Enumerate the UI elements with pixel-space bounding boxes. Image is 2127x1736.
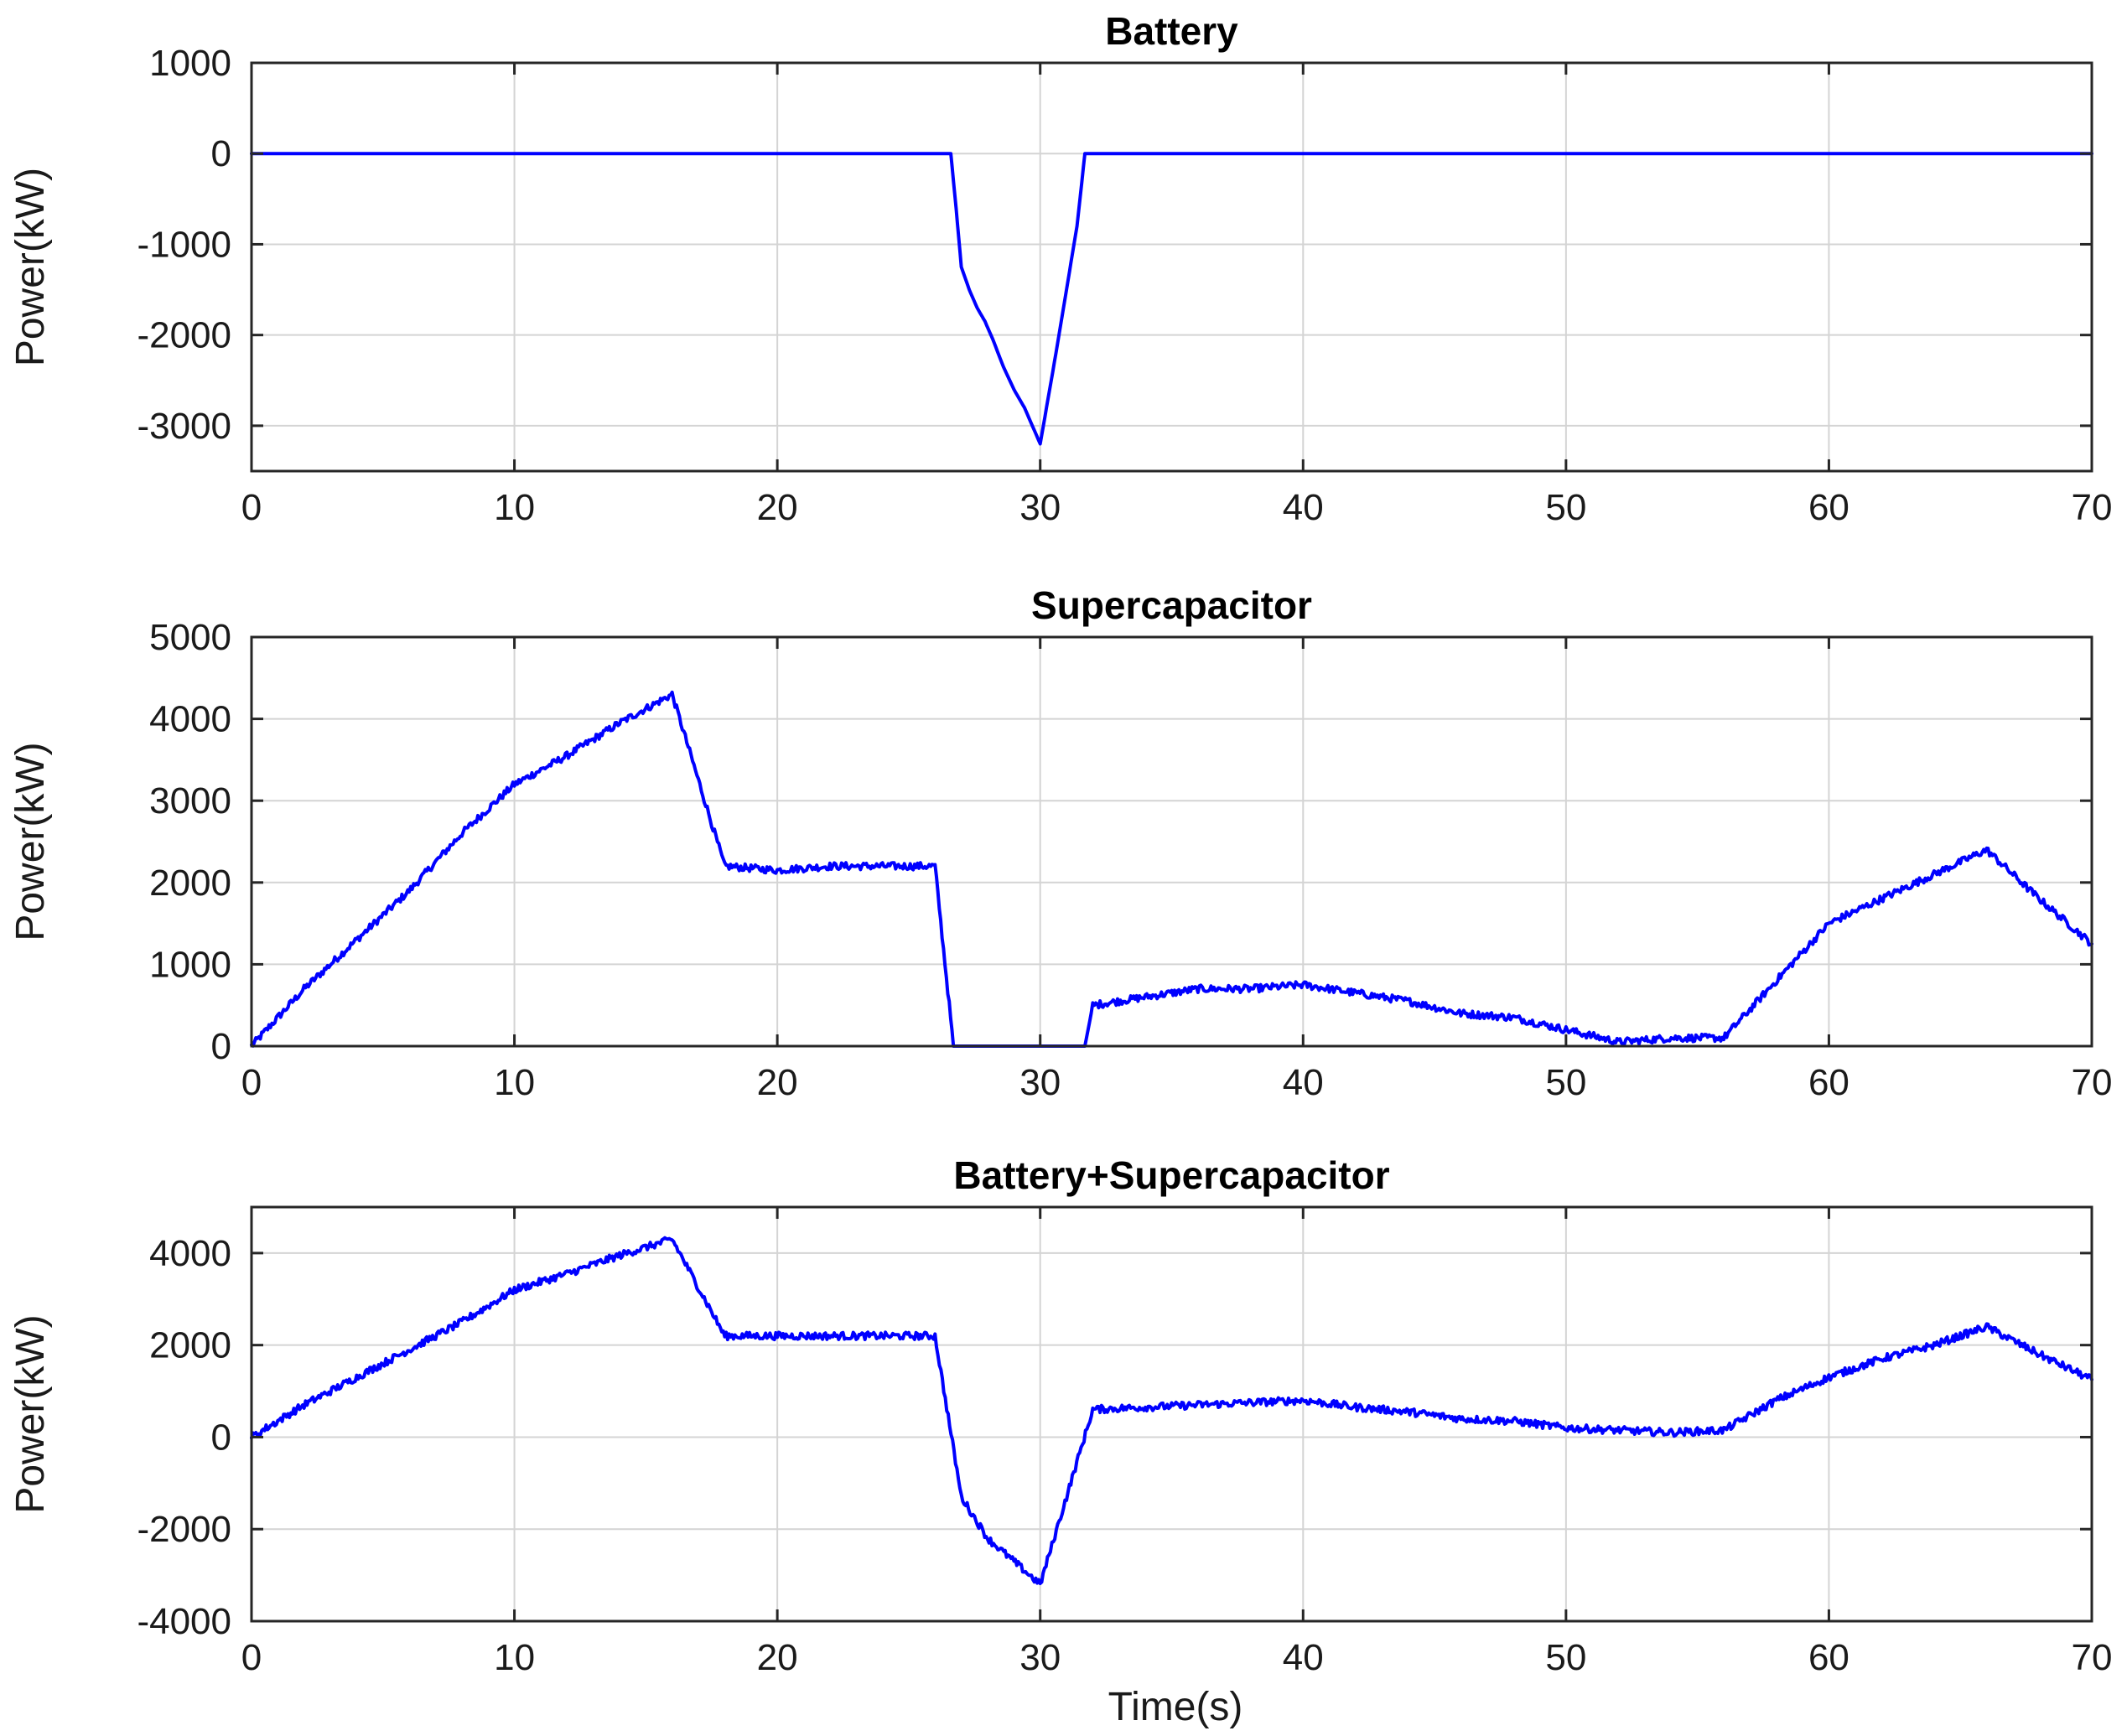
series-line-3-1 <box>250 1236 2093 1585</box>
y-tick-label: 4000 <box>149 1233 231 1274</box>
y-tick-label: -4000 <box>137 1601 231 1642</box>
x-tick-label: 0 <box>241 1062 262 1103</box>
x-tick-label: 20 <box>757 1637 798 1678</box>
chart-title: Supercapacitor <box>1031 583 1312 627</box>
y-tick-label: 1000 <box>149 944 231 985</box>
y-tick-label: -2000 <box>137 315 231 356</box>
x-tick-label: 40 <box>1283 1062 1324 1103</box>
x-tick-label: 70 <box>2072 1637 2113 1678</box>
x-tick-label: 70 <box>2072 1062 2113 1103</box>
x-tick-label: 50 <box>1545 1062 1586 1103</box>
chart-title: Battery+Supercapacitor <box>953 1153 1389 1197</box>
y-axis-label: Power(kW) <box>8 1314 53 1513</box>
x-axis-label: Time(s) <box>1108 1685 1243 1729</box>
panels: 0 10 20 30 40 50 60 70-3000-2000-100001000Batte… <box>8 9 2112 1678</box>
plot-frame <box>250 635 2093 1048</box>
y-axis-label: Power(kW) <box>8 742 53 941</box>
y-tick-label: 0 <box>211 1026 231 1067</box>
y-tick-label: -3000 <box>137 406 231 447</box>
x-tick-label: 60 <box>1808 1637 1849 1678</box>
x-tick-label: 0 <box>241 1637 262 1678</box>
y-tick-label: 3000 <box>149 780 231 821</box>
chart-title: Battery <box>1105 9 1238 53</box>
x-tick-label: 20 <box>757 487 798 528</box>
y-tick-label: 5000 <box>149 617 231 658</box>
y-tick-label: -1000 <box>137 224 231 265</box>
x-tick-label: 50 <box>1545 1637 1586 1678</box>
x-tick-label: 70 <box>2072 487 2113 528</box>
plot-frame <box>250 61 2093 473</box>
x-tick-label: 20 <box>757 1062 798 1103</box>
x-tick-label: 30 <box>1019 1637 1061 1678</box>
x-tick-label: 0 <box>241 487 262 528</box>
y-tick-label: 0 <box>211 133 231 174</box>
x-tick-label: 10 <box>494 1062 535 1103</box>
x-tick-label: 10 <box>494 1637 535 1678</box>
panel-3: 0 10 20 30 40 50 60 70 -4000 -2000 0 2000 4000 Batter… <box>8 1153 2112 1678</box>
x-tick-label: 30 <box>1019 1062 1061 1103</box>
plot-frame <box>250 1205 2093 1623</box>
x-tick-label: 40 <box>1283 1637 1324 1678</box>
y-axis-label: Power(kW) <box>8 168 53 366</box>
x-tick-label: 60 <box>1808 1062 1849 1103</box>
y-tick-label: 2000 <box>149 863 231 904</box>
x-tick-label: 30 <box>1019 487 1061 528</box>
y-tick-label: 2000 <box>149 1325 231 1366</box>
series-line-2-1 <box>250 690 2093 1048</box>
y-tick-label: 4000 <box>149 699 231 740</box>
x-tick-label: 60 <box>1808 487 1849 528</box>
series-line-1-1 <box>250 152 2093 446</box>
panel-1: 0 10 20 30 40 50 60 70 -3000 -2000 -1000 0 1000 Batte… <box>8 9 2112 528</box>
panel-2: 0 10 20 30 40 50 60 70 0 1000 2000 3000 4000 5000 Supe… <box>8 583 2112 1103</box>
x-tick-label: 50 <box>1545 487 1586 528</box>
y-tick-label: 1000 <box>149 43 231 84</box>
y-tick-label: 0 <box>211 1417 231 1458</box>
y-tick-label: -2000 <box>137 1509 231 1550</box>
x-tick-label: 40 <box>1283 487 1324 528</box>
x-tick-label: 10 <box>494 487 535 528</box>
